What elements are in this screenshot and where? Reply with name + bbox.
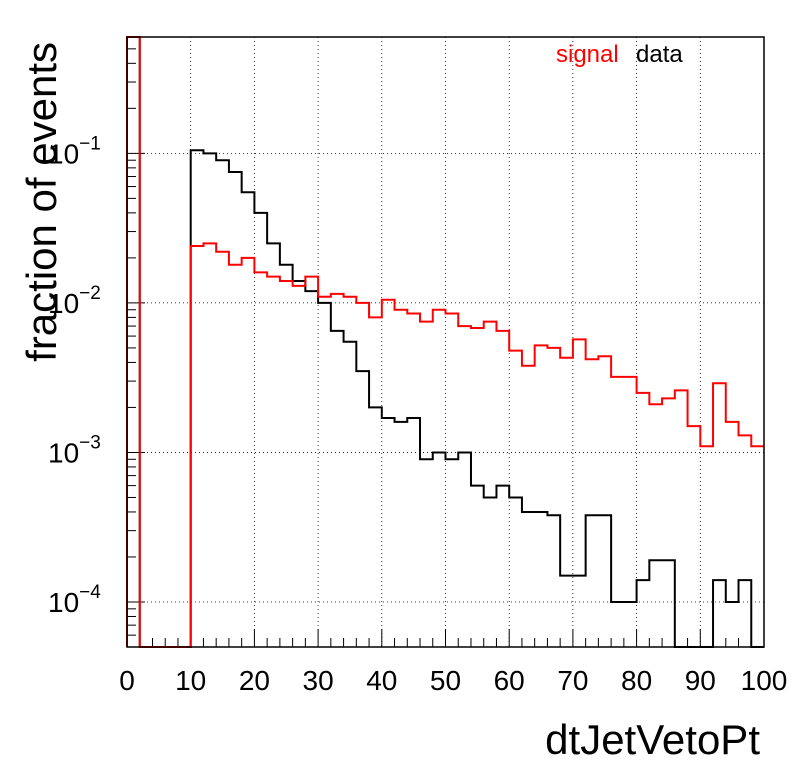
plot-frame [126, 36, 765, 648]
x-tick-label: 60 [494, 665, 525, 696]
x-tick-labels: 0 10 20 30 40 50 60 70 80 90 100 [119, 665, 787, 696]
series-signal-line [126, 36, 764, 648]
series-layer [126, 36, 764, 648]
legend-entry-signal: signal [556, 41, 619, 68]
x-tick-label: 50 [430, 665, 461, 696]
x-tick-label: 80 [621, 665, 652, 696]
x-tick-label: 90 [685, 665, 716, 696]
x-tick-label: 70 [557, 665, 588, 696]
x-tick-label: 20 [239, 665, 270, 696]
x-tick-label: 10 [175, 665, 206, 696]
x-tick-label: 100 [741, 665, 788, 696]
legend-entry-data: data [636, 41, 683, 68]
x-tick-label: 30 [303, 665, 334, 696]
series-data-line [126, 36, 764, 648]
x-tick-label: 40 [366, 665, 397, 696]
y-tick-labels: 10−410−310−210−1 [48, 133, 101, 618]
x-tick-label: 0 [119, 665, 135, 696]
legend: signal data [556, 41, 683, 68]
y-axis-title: fraction of events [18, 42, 65, 362]
x-axis-title: dtJetVetoPt [545, 716, 760, 763]
